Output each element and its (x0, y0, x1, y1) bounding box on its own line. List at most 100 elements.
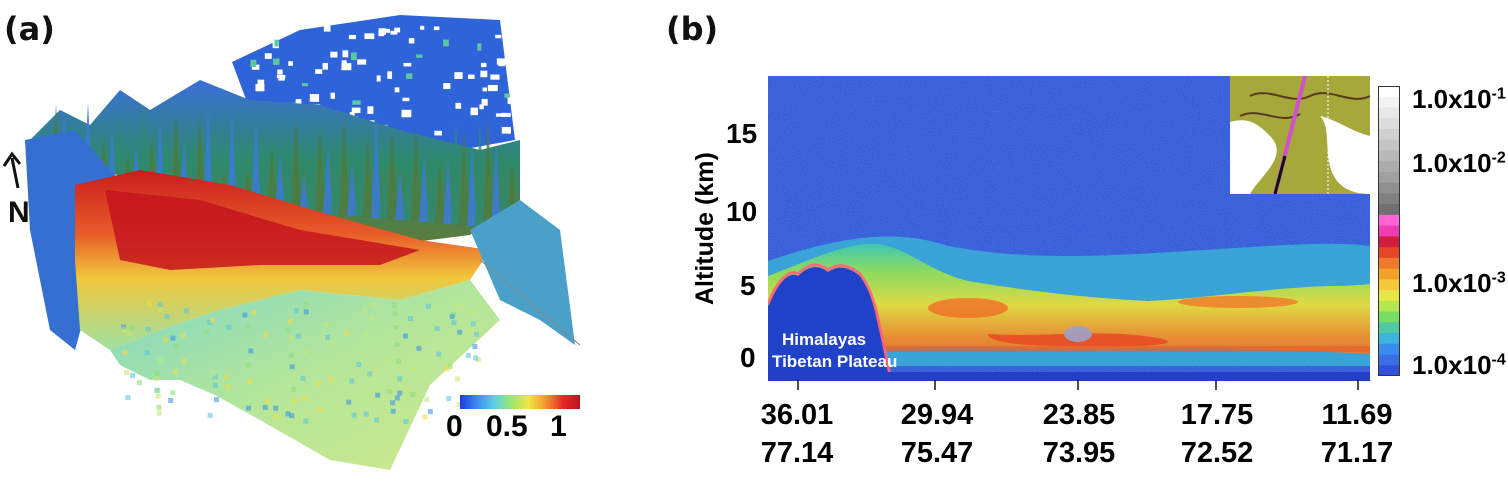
y-tick-15: 15 (726, 118, 758, 149)
surface-pixel (213, 397, 219, 403)
mountain-spike (379, 174, 389, 219)
surface-pixel (470, 321, 476, 327)
colorbar-b-step (1378, 161, 1400, 173)
surface-pixel (168, 397, 174, 403)
surface-pixel (392, 311, 398, 317)
mountain-spike (323, 145, 333, 214)
colorbar-b-step (1378, 365, 1400, 376)
surface-pixel (303, 349, 309, 355)
x-tick-1-lat: 29.94 (900, 399, 974, 431)
colorbar-b-step (1378, 300, 1400, 313)
surface-pixel (303, 301, 309, 307)
surface-pixel (251, 310, 257, 316)
surface-pixel (125, 394, 131, 400)
mountain-spike (339, 118, 349, 216)
mountain-spike (427, 139, 437, 223)
panel-a-colorbar-ticks: 0 0.5 1 (446, 410, 596, 450)
mountain-spike (315, 122, 325, 214)
colorbar-b-step (1378, 322, 1400, 334)
colorbar-b-step (1378, 333, 1400, 345)
north-label: N (8, 196, 30, 229)
surface-pixel (154, 376, 160, 382)
surface-pixel (403, 418, 409, 424)
x-tick-labels: 36.01 77.14 29.94 75.47 23.85 73.95 17.75 72… (752, 396, 1394, 476)
surface-pixel (457, 329, 463, 335)
surface-pixel (362, 307, 368, 313)
surface-pixel (446, 396, 452, 402)
mountain-spike (307, 137, 317, 213)
mountain-spike (403, 143, 413, 221)
surface-pixel (182, 358, 188, 364)
y-axis-label: Altitude (km) (691, 152, 719, 305)
plateau-speckle (330, 92, 335, 99)
surface-pixel (207, 319, 213, 325)
surface-pixel (465, 353, 471, 359)
x-tick-1-lon: 75.47 (900, 437, 974, 469)
mountain-spike (387, 126, 397, 220)
surface-pixel (374, 417, 380, 423)
colorbar-b-step (1378, 257, 1400, 270)
y-tick-10: 10 (726, 196, 758, 227)
panel-b-colorbar (1378, 86, 1400, 376)
plateau-speckle (394, 27, 401, 33)
surface-pixel (183, 308, 189, 314)
inset-annotation-himalayas: Himalayas (782, 330, 867, 349)
surface-pixel (293, 307, 299, 313)
surface-pixel (263, 332, 269, 338)
surface-pixel (289, 335, 295, 341)
surface-pixel (407, 316, 413, 322)
x-tick-2: 23.85 73.95 (1034, 396, 1124, 472)
surface-pixel (145, 326, 151, 332)
surface-pixel (390, 400, 396, 406)
surface-pixel (373, 367, 379, 373)
surface-pixel (422, 414, 428, 420)
surface-pixel (451, 414, 457, 420)
plateau-speckle (390, 30, 398, 35)
colorbar-b-step (1378, 268, 1400, 280)
plateau-speckle (480, 70, 488, 78)
surface-pixel (304, 408, 310, 414)
plateau-speckle (387, 71, 393, 79)
colorbar-b-step (1378, 86, 1400, 98)
surface-pixel (156, 410, 162, 416)
plateau-speckle (482, 87, 487, 92)
plateau-speckle (383, 28, 391, 33)
surface-pixel (146, 300, 152, 306)
surface-pixel (136, 380, 142, 386)
panel-a-label: (a) (4, 10, 55, 48)
surface-pixel (209, 317, 215, 323)
surface-pixel (262, 404, 268, 410)
plateau-speckle (490, 74, 500, 80)
surface-pixel (344, 330, 350, 336)
surface-pixel (444, 366, 450, 372)
surface-pixel (363, 411, 369, 417)
surface-pixel (370, 302, 376, 308)
plateau-speckle (323, 25, 331, 32)
plateau-speckle (322, 62, 328, 70)
surface-pixel (291, 387, 297, 393)
colorbar-b-tick-3: 1.0x10-4 (1412, 350, 1506, 380)
panel-a-3d-map (2, 15, 581, 470)
plateau-speckle (420, 25, 425, 30)
plateau-speckle (495, 34, 502, 39)
plateau-speckle (470, 107, 478, 116)
x-tick-4-lat: 11.69 (1321, 399, 1393, 431)
surface-pixel (170, 390, 176, 396)
surface-pixel (456, 402, 462, 408)
colorbar-b-step (1378, 311, 1400, 323)
surface-pixel (472, 344, 478, 350)
surface-pixel (224, 374, 230, 380)
colorbar-b-step (1378, 290, 1400, 302)
plateau-speckle (351, 107, 361, 114)
surface-pixel (394, 395, 400, 401)
surface-pixel (204, 329, 210, 335)
surface-pixel (364, 386, 370, 392)
colorbar-b-step (1378, 225, 1400, 237)
surface-pixel (212, 382, 218, 388)
x-tick-2-lon: 73.95 (1042, 437, 1116, 469)
plateau-speckle (357, 59, 367, 65)
plateau-speckle (406, 73, 413, 80)
x-tick-marks (797, 380, 1359, 390)
plateau-speckle (434, 130, 442, 136)
surface-pixel (447, 364, 453, 370)
